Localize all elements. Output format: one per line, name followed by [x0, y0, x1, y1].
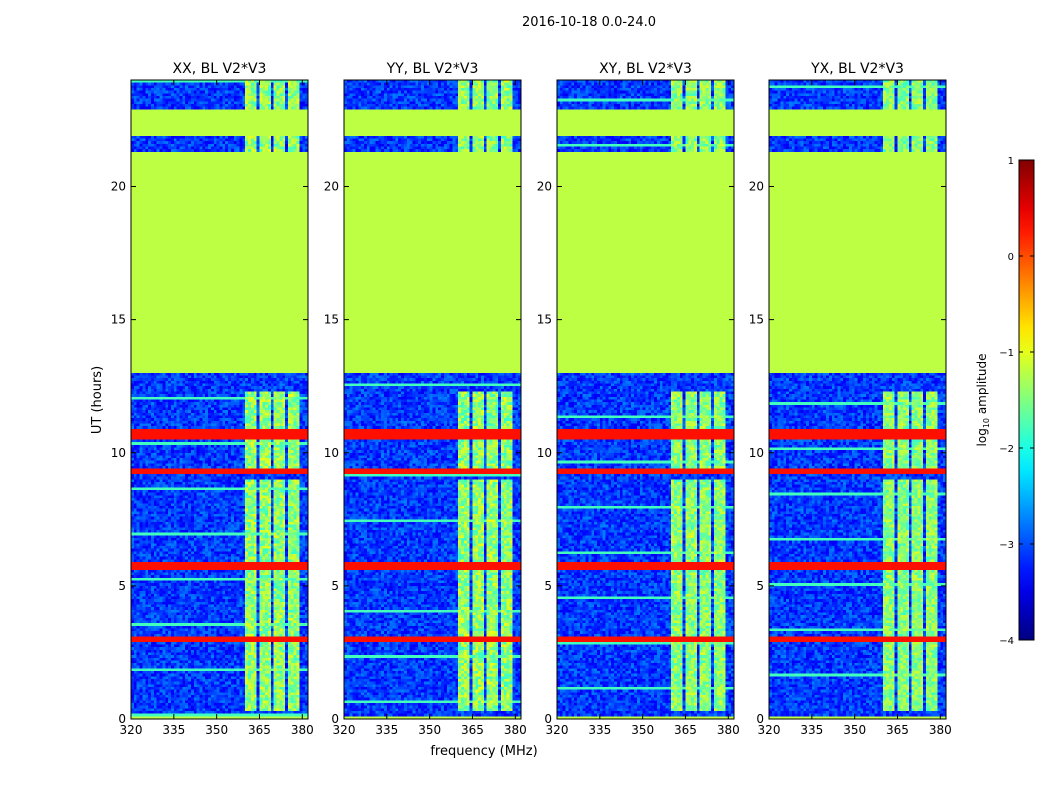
y-tick-label: 0: [331, 712, 339, 726]
colorbar-tick-label: −1: [999, 348, 1014, 359]
y-tick-label: 10: [749, 446, 764, 460]
y-tick-label: 15: [324, 313, 339, 327]
x-tick-label: 350: [418, 723, 441, 737]
x-tick-label: 380: [291, 723, 314, 737]
x-tick-label: 380: [504, 723, 527, 737]
x-tick-label: 335: [588, 723, 611, 737]
x-tick-label: 320: [120, 723, 143, 737]
panel-yy: YY, BL V2*V3 320 335 350 365 380 0 5 10 15 20: [324, 61, 527, 737]
colorbar-tick-label: 1: [1008, 156, 1014, 167]
y-tick-label: 20: [749, 180, 764, 194]
x-tick-label: 365: [674, 723, 697, 737]
x-tick-label: 365: [886, 723, 909, 737]
colorbar-gradient: [1018, 159, 1035, 641]
panel-title: YX, BL V2*V3: [810, 61, 904, 77]
x-tick-label: 380: [929, 723, 952, 737]
y-tick-label: 10: [324, 446, 339, 460]
y-tick-label: 0: [118, 712, 126, 726]
y-tick-label: 20: [324, 180, 339, 194]
panel-yx: YX, BL V2*V3 320 335 350 365 380 0 5 10 15 20: [749, 61, 952, 737]
colorbar-tick-label: 0: [1008, 252, 1014, 263]
y-tick-label: 15: [111, 313, 126, 327]
heatmap-image: [557, 80, 734, 719]
x-tick-label: 350: [843, 723, 866, 737]
y-tick-label: 20: [537, 180, 552, 194]
panel-title: XY, BL V2*V3: [599, 61, 692, 77]
axes-frame: [556, 79, 735, 720]
heatmap-image: [769, 80, 946, 719]
x-tick-label: 320: [333, 723, 356, 737]
colorbar: 1 0 −1 −2 −3 −4 log10 amplitude: [975, 156, 1035, 647]
y-tick-label: 5: [756, 579, 764, 593]
colorbar-tick-label: −2: [999, 444, 1014, 455]
y-tick-label: 5: [331, 579, 339, 593]
figure-suptitle: 2016-10-18 0.0-24.0: [522, 15, 656, 30]
heatmap-image: [344, 80, 521, 719]
y-axis-label: UT (hours): [90, 366, 105, 434]
x-tick-label: 380: [717, 723, 740, 737]
y-tick-label: 15: [537, 313, 552, 327]
colorbar-tick-label: −3: [999, 540, 1014, 551]
x-tick-label: 335: [800, 723, 823, 737]
axes-frame: [343, 79, 522, 720]
axes-frame: [768, 79, 947, 720]
panel-xy: XY, BL V2*V3 320 335 350 365 380 0 5 10 15 20: [537, 61, 740, 737]
x-axis-label: frequency (MHz): [430, 744, 537, 759]
panel-title: YY, BL V2*V3: [386, 61, 479, 77]
x-tick-label: 350: [205, 723, 228, 737]
y-tick-label: 20: [111, 180, 126, 194]
x-tick-label: 320: [546, 723, 569, 737]
x-tick-label: 335: [375, 723, 398, 737]
y-tick-label: 5: [118, 579, 126, 593]
panel-xx: XX, BL V2*V3 320 335 350 365 380 0 5 10 15 20: [111, 61, 314, 737]
axes-frame: [130, 79, 309, 720]
y-tick-label: 0: [544, 712, 552, 726]
y-tick-label: 5: [544, 579, 552, 593]
colorbar-tick-label: −4: [999, 636, 1014, 647]
y-tick-label: 0: [756, 712, 764, 726]
y-tick-label: 15: [749, 313, 764, 327]
y-tick-label: 10: [111, 446, 126, 460]
heatmap-image: [131, 80, 308, 719]
panel-title: XX, BL V2*V3: [173, 61, 267, 77]
y-tick-label: 10: [537, 446, 552, 460]
x-tick-label: 320: [758, 723, 781, 737]
colorbar-label: log10 amplitude: [975, 354, 991, 447]
x-tick-label: 350: [631, 723, 654, 737]
x-tick-label: 335: [162, 723, 185, 737]
x-tick-label: 365: [248, 723, 271, 737]
x-tick-label: 365: [461, 723, 484, 737]
